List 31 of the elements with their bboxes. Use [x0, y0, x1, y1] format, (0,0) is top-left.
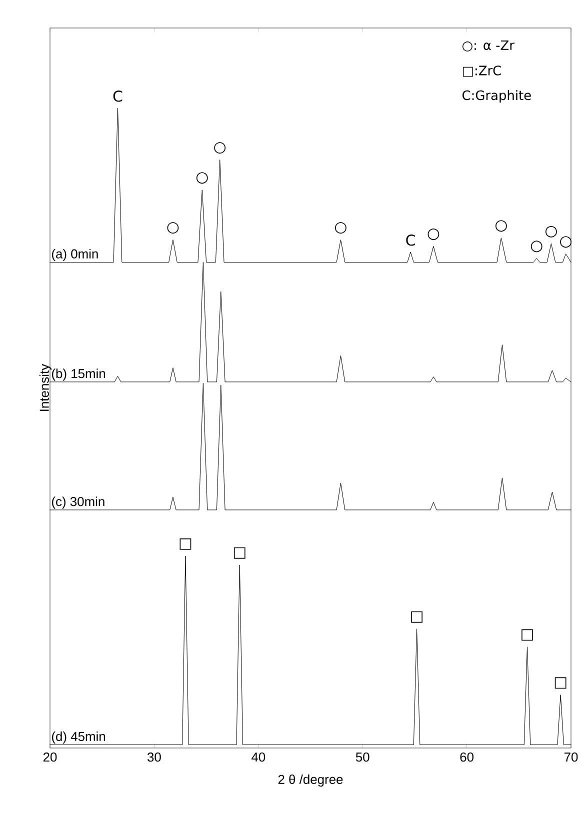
series-label: (d) 45min	[52, 732, 106, 744]
annotation: ○	[196, 172, 208, 184]
series-label: (c) 30min	[52, 496, 104, 509]
annotation: ○	[428, 228, 440, 240]
annotation: ○	[167, 222, 179, 234]
x-tick-label: 60	[460, 752, 474, 762]
x-tick-label: 70	[564, 752, 578, 762]
x-axis-title: 2 θ /degree	[278, 774, 343, 787]
annotation: ○	[214, 142, 226, 154]
annotation: C	[406, 234, 415, 246]
x-tick-label: 40	[251, 752, 266, 762]
series-label: (a) 0min	[52, 248, 98, 262]
text: C:Graphite	[462, 90, 531, 103]
annotation: □	[180, 538, 192, 550]
annotation: C	[113, 90, 122, 102]
annotation: ○	[495, 220, 507, 232]
series-label: (b) 15min	[52, 368, 106, 381]
text: □:ZrC	[462, 66, 501, 77]
x-tick-label: 30	[147, 752, 161, 762]
annotation: ○	[545, 226, 557, 238]
x-tick-label: 20	[43, 752, 57, 762]
annotation: ○	[530, 240, 542, 252]
annotation: □	[411, 611, 422, 623]
annotation: □	[554, 677, 566, 689]
annotation: □	[522, 629, 533, 641]
annotation: □	[234, 547, 246, 559]
x-tick-label: 50	[356, 752, 370, 762]
annotation: ○	[335, 222, 346, 234]
annotation: ○	[560, 236, 572, 248]
y-axis-title: Intensity	[39, 364, 52, 411]
text: ○: α -Zr	[462, 40, 514, 52]
